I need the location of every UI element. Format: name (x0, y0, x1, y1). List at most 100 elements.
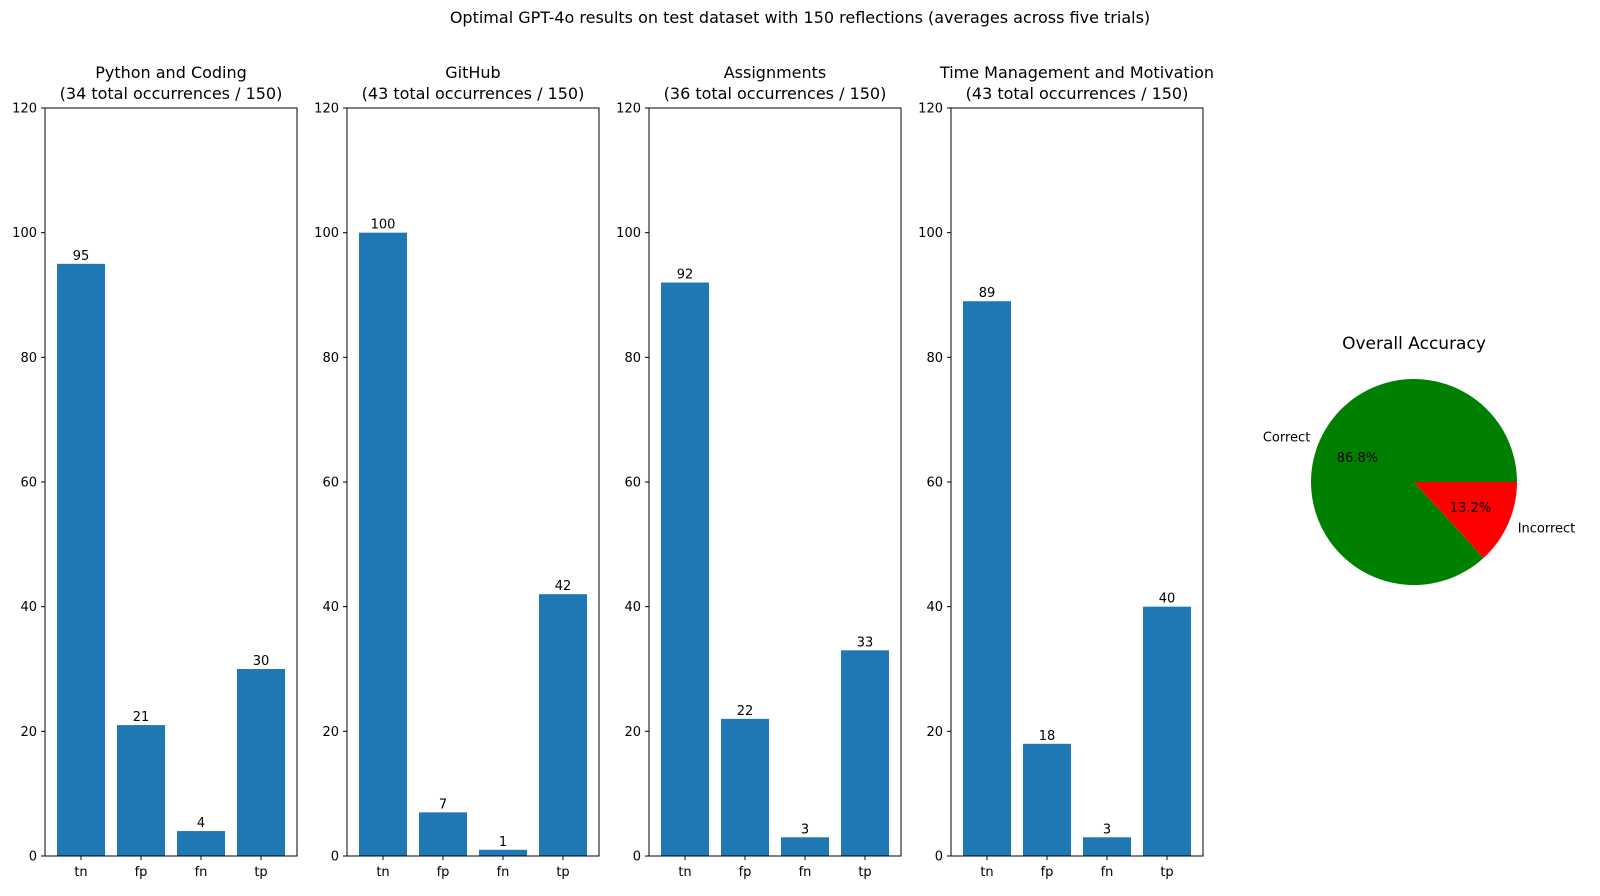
bar-value-label: 1 (499, 835, 507, 850)
pie-pct-label: 86.8% (1337, 451, 1378, 466)
panel-title: Time Management and Motivation (939, 63, 1214, 82)
bar (1143, 606, 1191, 856)
y-tick-label: 40 (624, 600, 641, 615)
pie-label: Incorrect (1518, 522, 1576, 537)
pie-label: Correct (1263, 430, 1310, 445)
y-tick-label: 60 (20, 476, 37, 491)
panel-title: (43 total occurrences / 150) (966, 84, 1189, 103)
x-tick-label: tp (858, 865, 871, 880)
y-tick-label: 60 (322, 476, 339, 491)
y-tick-label: 120 (918, 102, 943, 117)
bar-value-label: 40 (1159, 592, 1176, 607)
bar (661, 282, 709, 856)
bar-value-label: 18 (1039, 729, 1056, 744)
panel-title: (36 total occurrences / 150) (664, 84, 887, 103)
bar-panel: Assignments (36 total occurrences / 150) 9… (616, 63, 902, 880)
panel-title: (34 total occurrences / 150) (60, 84, 283, 103)
y-tick-label: 80 (322, 351, 339, 366)
y-tick-label: 100 (616, 226, 641, 241)
y-tick-label: 20 (20, 725, 37, 740)
y-tick-label: 40 (20, 600, 37, 615)
bar-value-label: 100 (371, 218, 396, 233)
axes-frame (346, 107, 600, 857)
pie-panel: Overall Accuracy Correct 86.8% Incorrect 13.… (1263, 334, 1576, 586)
axes-frame (950, 107, 1204, 857)
y-tick-label: 120 (12, 102, 37, 117)
x-tick-label: tp (556, 865, 569, 880)
y-tick-label: 0 (633, 850, 641, 865)
bar (841, 650, 889, 856)
y-tick-label: 120 (314, 102, 339, 117)
bar (57, 263, 105, 856)
y-tick-label: 20 (624, 725, 641, 740)
y-tick-label: 100 (918, 226, 943, 241)
pie-slice (1414, 482, 1517, 558)
x-tick-label: tn (980, 865, 993, 880)
bar-panel: GitHub (43 total occurrences / 150) 100 tn 7… (314, 63, 600, 880)
y-tick-label: 120 (616, 102, 641, 117)
x-tick-label: tn (678, 865, 691, 880)
y-tick-label: 20 (322, 725, 339, 740)
y-tick-label: 80 (624, 351, 641, 366)
bar (721, 718, 769, 856)
bar-value-label: 30 (253, 654, 270, 669)
bar-value-label: 3 (801, 822, 809, 837)
x-tick-label: fn (497, 865, 510, 880)
bar (781, 837, 829, 856)
y-tick-label: 20 (926, 725, 943, 740)
x-tick-label: fn (799, 865, 812, 880)
y-tick-label: 0 (935, 850, 943, 865)
y-tick-label: 80 (20, 351, 37, 366)
x-tick-label: tn (376, 865, 389, 880)
bar-value-label: 42 (555, 579, 572, 594)
bar (359, 232, 407, 856)
y-tick-label: 100 (314, 226, 339, 241)
bar-value-label: 21 (133, 710, 150, 725)
bar-value-label: 3 (1103, 822, 1111, 837)
bar (1023, 743, 1071, 856)
bar-value-label: 95 (73, 249, 90, 264)
bar (963, 301, 1011, 856)
pie-pct-label: 13.2% (1450, 501, 1491, 516)
bar-panel: Time Management and Motivation (43 total … (918, 63, 1214, 880)
x-tick-label: fp (1041, 865, 1054, 880)
bar-value-label: 4 (197, 816, 205, 831)
y-tick-label: 40 (322, 600, 339, 615)
axes-frame (44, 107, 298, 857)
x-tick-label: tn (74, 865, 87, 880)
axes-frame (648, 107, 902, 857)
panel-title: (43 total occurrences / 150) (362, 84, 585, 103)
bar-panel: Python and Coding (34 total occurrences /… (12, 63, 298, 880)
panel-title: Assignments (724, 63, 827, 82)
y-tick-label: 60 (624, 476, 641, 491)
bar-value-label: 92 (677, 268, 694, 283)
x-tick-label: fp (437, 865, 450, 880)
bar (237, 669, 285, 856)
bar-value-label: 33 (857, 635, 874, 650)
x-tick-label: fp (739, 865, 752, 880)
bar (1083, 837, 1131, 856)
pie-slice (1311, 379, 1517, 586)
panel-title: Python and Coding (95, 63, 247, 82)
bar (539, 594, 587, 856)
pie-title: Overall Accuracy (1342, 334, 1486, 354)
bar-value-label: 89 (979, 286, 996, 301)
bar (177, 831, 225, 856)
x-tick-label: fp (135, 865, 148, 880)
panel-title: GitHub (445, 63, 500, 82)
x-tick-label: fn (195, 865, 208, 880)
bar-value-label: 22 (737, 704, 754, 719)
bar (479, 849, 527, 856)
bar (419, 812, 467, 856)
figure-suptitle: Optimal GPT-4o results on test dataset w… (449, 8, 1151, 27)
y-tick-label: 60 (926, 476, 943, 491)
y-tick-label: 0 (29, 850, 37, 865)
y-tick-label: 80 (926, 351, 943, 366)
y-tick-label: 100 (12, 226, 37, 241)
y-tick-label: 40 (926, 600, 943, 615)
x-tick-label: tp (1160, 865, 1173, 880)
x-tick-label: fn (1101, 865, 1114, 880)
y-tick-label: 0 (331, 850, 339, 865)
bar (117, 725, 165, 856)
